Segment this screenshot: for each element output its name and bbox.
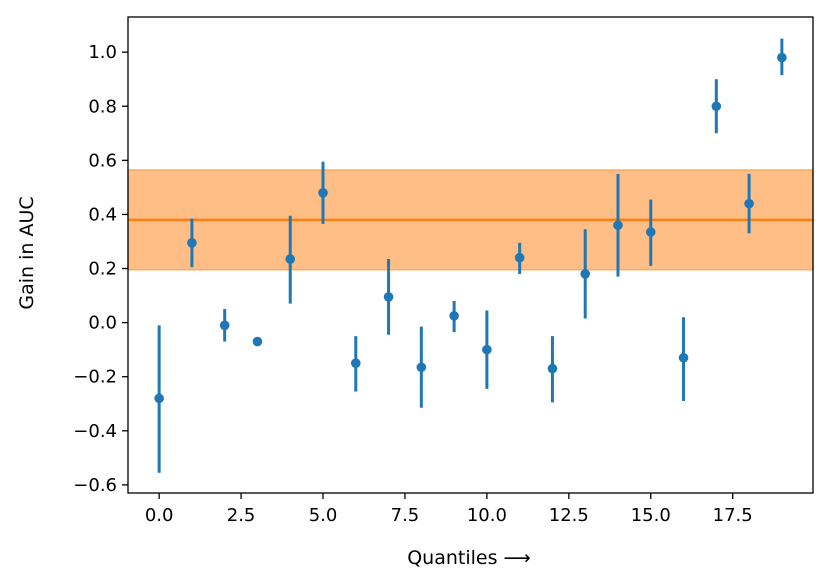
y-axis-ticks: −0.6 −0.4 −0.2 0.0 0.2 0.4 0.6 0.8 1.0: [73, 42, 128, 496]
plot-frame: [127, 16, 814, 494]
reference-band-layer: [127, 169, 814, 271]
y-tick-label: 0.0: [88, 313, 117, 334]
x-axis-label: Quantiles ⟶: [407, 547, 531, 569]
y-tick-label: −0.2: [73, 367, 117, 388]
data-point: [777, 52, 787, 63]
y-tick-label: 0.6: [88, 150, 117, 171]
data-point: [645, 227, 656, 237]
data-layer: [154, 38, 787, 473]
y-tick-label: 0.8: [88, 96, 117, 117]
data-point: [350, 358, 361, 368]
data-point: [744, 198, 754, 209]
x-tick-label: 10.0: [467, 505, 507, 526]
x-tick-label: 17.5: [713, 505, 753, 526]
x-tick-label: 2.5: [227, 505, 256, 526]
y-tick-label: −0.6: [73, 475, 117, 496]
data-point: [318, 187, 328, 198]
data-point: [219, 320, 230, 331]
data-point: [416, 362, 427, 373]
y-tick-label: 0.2: [88, 259, 117, 280]
y-tick-label: 1.0: [88, 42, 117, 63]
x-tick-label: 7.5: [391, 505, 420, 526]
axes-frame: [127, 16, 814, 494]
x-tick-label: 0.0: [145, 505, 174, 526]
x-tick-label: 12.5: [549, 505, 589, 526]
x-axis-ticks: 0.0 2.5 5.0 7.5 10.0 12.5 15.0 17.5: [145, 493, 753, 526]
data-point: [711, 101, 722, 112]
data-point: [580, 269, 591, 279]
data-point: [547, 363, 558, 374]
data-point: [187, 238, 197, 248]
data-point: [482, 344, 492, 355]
x-tick-label: 5.0: [309, 505, 338, 526]
data-point: [678, 352, 689, 363]
x-tick-label: 15.0: [631, 505, 671, 526]
data-point: [449, 311, 459, 321]
data-point: [154, 393, 164, 404]
data-point: [252, 336, 263, 347]
data-point: [383, 292, 394, 302]
data-point: [613, 220, 623, 231]
data-point: [514, 252, 525, 263]
y-tick-label: 0.4: [88, 204, 117, 225]
data-point: [285, 254, 296, 264]
y-axis-label: Gain in AUC: [16, 196, 38, 309]
y-tick-label: −0.4: [73, 421, 117, 442]
